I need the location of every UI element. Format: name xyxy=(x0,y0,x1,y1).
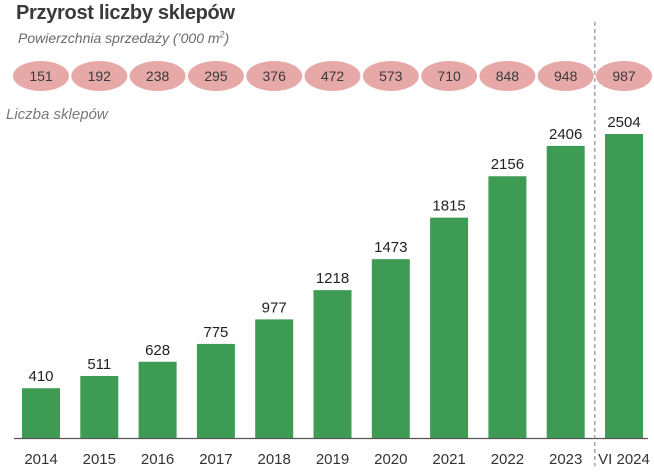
x-tick-label: 2021 xyxy=(432,451,465,468)
bar-value-label: 511 xyxy=(87,356,111,373)
sales-area-label: 238 xyxy=(146,68,170,84)
subtitle-close: ) xyxy=(224,30,230,46)
sales-area-label: 987 xyxy=(612,68,636,84)
sales-area-label: 472 xyxy=(321,68,345,84)
bar-value-label: 2406 xyxy=(549,126,582,143)
bar-value-label: 2504 xyxy=(607,114,640,131)
bar xyxy=(138,361,177,438)
sales-area-oval xyxy=(304,61,361,91)
chart-subtitle: Powierzchnia sprzedaży (’000 m2) xyxy=(18,30,229,46)
bar xyxy=(196,343,235,438)
subtitle-text: Powierzchnia sprzedaży (’000 m xyxy=(18,30,220,46)
bar-value-label: 410 xyxy=(28,368,53,385)
sales-area-label: 848 xyxy=(496,68,520,84)
bar xyxy=(605,134,643,438)
bar xyxy=(22,388,60,438)
subtitle-superscript: 2 xyxy=(219,29,225,40)
sales-area-oval xyxy=(13,61,69,91)
bar xyxy=(546,145,585,438)
x-tick-label: 2017 xyxy=(199,451,232,468)
bar-value-label: 1473 xyxy=(374,239,407,256)
sales-area-label: 192 xyxy=(88,68,112,84)
bar-value-label: 1218 xyxy=(316,270,349,287)
sales-area-oval xyxy=(537,61,594,91)
x-tick-label: 2015 xyxy=(83,451,116,468)
x-tick-label: 2016 xyxy=(141,451,174,468)
x-tick-label: 2018 xyxy=(258,451,291,468)
sales-area-oval xyxy=(596,61,652,91)
x-tick-label: 2019 xyxy=(316,451,349,468)
bar-value-label: 2156 xyxy=(491,156,524,173)
bar-value-label: 977 xyxy=(262,299,287,316)
sales-area-label: 573 xyxy=(379,68,403,84)
bar xyxy=(430,217,469,438)
sales-area-label: 948 xyxy=(554,68,578,84)
sales-area-label: 710 xyxy=(437,68,461,84)
bar xyxy=(255,319,294,438)
bar xyxy=(488,176,527,438)
sales-area-oval xyxy=(71,61,128,91)
sales-area-oval xyxy=(421,61,478,91)
sales-area-label: 376 xyxy=(263,68,287,84)
bar-value-label: 1815 xyxy=(432,198,465,215)
x-tick-label: 2022 xyxy=(491,451,524,468)
sales-area-label: 151 xyxy=(29,68,53,84)
bar xyxy=(80,375,119,438)
sales-area-oval xyxy=(187,61,244,91)
x-tick-label: 2020 xyxy=(374,451,407,468)
bar xyxy=(313,290,352,438)
sales-area-oval xyxy=(246,61,303,91)
sales-area-oval xyxy=(479,61,536,91)
chart-title: Przyrost liczby sklepów xyxy=(16,2,235,24)
x-tick-label: VI 2024 xyxy=(598,451,650,468)
sales-area-oval xyxy=(362,61,419,91)
sales-area-oval xyxy=(129,61,186,91)
x-tick-label: 2023 xyxy=(549,451,582,468)
x-tick-label: 2014 xyxy=(24,451,57,468)
sales-area-label: 295 xyxy=(204,68,228,84)
bar-value-label: 775 xyxy=(203,324,228,341)
y-axis-label: Liczba sklepów xyxy=(6,106,108,123)
bar xyxy=(371,259,410,438)
bar-value-label: 628 xyxy=(145,342,170,359)
